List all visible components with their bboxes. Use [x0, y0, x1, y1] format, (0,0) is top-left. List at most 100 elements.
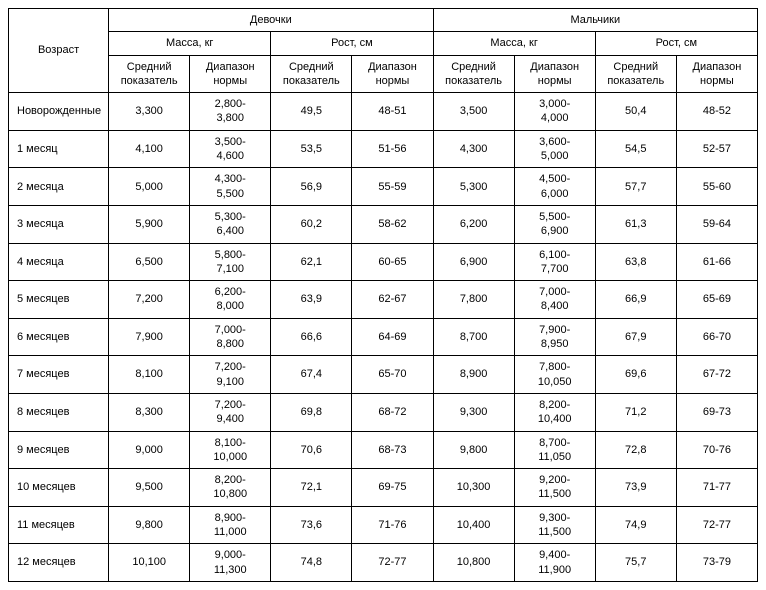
age-cell: 3 месяца — [9, 205, 109, 243]
boys-height-avg: 73,9 — [595, 469, 676, 507]
header-range: Диапазон нормы — [514, 55, 595, 93]
header-avg: Средний показатель — [595, 55, 676, 93]
girls-height-range: 48-51 — [352, 93, 433, 131]
boys-mass-avg: 9,300 — [433, 393, 514, 431]
girls-mass-avg: 9,800 — [109, 506, 190, 544]
girls-height-range: 72-77 — [352, 544, 433, 582]
age-cell: 2 месяца — [9, 168, 109, 206]
boys-height-range: 72-77 — [676, 506, 757, 544]
girls-mass-range: 8,900-11,000 — [190, 506, 271, 544]
girls-height-range: 65-70 — [352, 356, 433, 394]
girls-mass-avg: 8,300 — [109, 393, 190, 431]
table-row: 3 месяца5,9005,300-6,40060,258-626,2005,… — [9, 205, 758, 243]
table-row: 7 месяцев8,1007,200-9,10067,465-708,9007… — [9, 356, 758, 394]
girls-mass-range: 6,200-8,000 — [190, 281, 271, 319]
boys-height-avg: 71,2 — [595, 393, 676, 431]
boys-height-avg: 54,5 — [595, 130, 676, 168]
boys-height-range: 52-57 — [676, 130, 757, 168]
header-boys-height: Рост, см — [595, 32, 757, 55]
age-cell: 10 месяцев — [9, 469, 109, 507]
header-girls-mass: Масса, кг — [109, 32, 271, 55]
boys-mass-avg: 6,200 — [433, 205, 514, 243]
header-girls-height: Рост, см — [271, 32, 433, 55]
boys-height-range: 67-72 — [676, 356, 757, 394]
girls-mass-avg: 10,100 — [109, 544, 190, 582]
boys-height-range: 70-76 — [676, 431, 757, 469]
boys-height-avg: 66,9 — [595, 281, 676, 319]
header-range: Диапазон нормы — [190, 55, 271, 93]
age-cell: 12 месяцев — [9, 544, 109, 582]
girls-height-range: 51-56 — [352, 130, 433, 168]
girls-height-avg: 70,6 — [271, 431, 352, 469]
boys-mass-range: 7,800-10,050 — [514, 356, 595, 394]
boys-mass-avg: 5,300 — [433, 168, 514, 206]
boys-height-range: 55-60 — [676, 168, 757, 206]
boys-height-range: 48-52 — [676, 93, 757, 131]
boys-mass-avg: 8,900 — [433, 356, 514, 394]
boys-height-avg: 72,8 — [595, 431, 676, 469]
boys-mass-range: 9,400-11,900 — [514, 544, 595, 582]
girls-height-avg: 67,4 — [271, 356, 352, 394]
header-avg: Средний показатель — [109, 55, 190, 93]
header-boys: Мальчики — [433, 9, 757, 32]
header-age: Возраст — [9, 9, 109, 93]
boys-mass-range: 3,000-4,000 — [514, 93, 595, 131]
boys-mass-range: 4,500-6,000 — [514, 168, 595, 206]
girls-mass-avg: 6,500 — [109, 243, 190, 281]
girls-mass-range: 8,100-10,000 — [190, 431, 271, 469]
age-cell: 1 месяц — [9, 130, 109, 168]
girls-mass-avg: 4,100 — [109, 130, 190, 168]
age-cell: 8 месяцев — [9, 393, 109, 431]
boys-height-range: 69-73 — [676, 393, 757, 431]
boys-mass-avg: 9,800 — [433, 431, 514, 469]
girls-mass-avg: 5,000 — [109, 168, 190, 206]
boys-mass-avg: 10,800 — [433, 544, 514, 582]
age-cell: 11 месяцев — [9, 506, 109, 544]
boys-mass-range: 5,500-6,900 — [514, 205, 595, 243]
boys-mass-avg: 8,700 — [433, 318, 514, 356]
boys-mass-range: 6,100-7,700 — [514, 243, 595, 281]
table-header: Возраст Девочки Мальчики Масса, кг Рост,… — [9, 9, 758, 93]
age-cell: 6 месяцев — [9, 318, 109, 356]
boys-height-range: 61-66 — [676, 243, 757, 281]
girls-mass-range: 8,200-10,800 — [190, 469, 271, 507]
girls-height-avg: 72,1 — [271, 469, 352, 507]
girls-height-range: 68-73 — [352, 431, 433, 469]
table-row: 10 месяцев9,5008,200-10,80072,169-7510,3… — [9, 469, 758, 507]
table-row: 4 месяца6,5005,800-7,10062,160-656,9006,… — [9, 243, 758, 281]
boys-height-avg: 69,6 — [595, 356, 676, 394]
girls-height-range: 60-65 — [352, 243, 433, 281]
boys-height-range: 59-64 — [676, 205, 757, 243]
boys-height-avg: 61,3 — [595, 205, 676, 243]
boys-height-range: 65-69 — [676, 281, 757, 319]
age-cell: 4 месяца — [9, 243, 109, 281]
age-cell: Новорожденные — [9, 93, 109, 131]
boys-height-avg: 67,9 — [595, 318, 676, 356]
age-cell: 7 месяцев — [9, 356, 109, 394]
header-boys-mass: Масса, кг — [433, 32, 595, 55]
table-row: 1 месяц4,1003,500-4,60053,551-564,3003,6… — [9, 130, 758, 168]
girls-height-avg: 73,6 — [271, 506, 352, 544]
boys-mass-avg: 10,300 — [433, 469, 514, 507]
girls-mass-avg: 9,000 — [109, 431, 190, 469]
table-row: 6 месяцев7,9007,000-8,80066,664-698,7007… — [9, 318, 758, 356]
girls-height-avg: 60,2 — [271, 205, 352, 243]
boys-mass-avg: 3,500 — [433, 93, 514, 131]
girls-mass-range: 7,000-8,800 — [190, 318, 271, 356]
girls-mass-avg: 8,100 — [109, 356, 190, 394]
table-row: Новорожденные3,3002,800-3,80049,548-513,… — [9, 93, 758, 131]
girls-mass-range: 4,300-5,500 — [190, 168, 271, 206]
header-range: Диапазон нормы — [676, 55, 757, 93]
girls-mass-avg: 7,900 — [109, 318, 190, 356]
boys-height-avg: 57,7 — [595, 168, 676, 206]
table-row: 2 месяца5,0004,300-5,50056,955-595,3004,… — [9, 168, 758, 206]
girls-height-avg: 62,1 — [271, 243, 352, 281]
girls-height-range: 58-62 — [352, 205, 433, 243]
boys-height-avg: 75,7 — [595, 544, 676, 582]
table-row: 5 месяцев7,2006,200-8,00063,962-677,8007… — [9, 281, 758, 319]
age-cell: 9 месяцев — [9, 431, 109, 469]
girls-height-range: 64-69 — [352, 318, 433, 356]
age-cell: 5 месяцев — [9, 281, 109, 319]
boys-mass-range: 9,300-11,500 — [514, 506, 595, 544]
table-body: Новорожденные3,3002,800-3,80049,548-513,… — [9, 93, 758, 582]
